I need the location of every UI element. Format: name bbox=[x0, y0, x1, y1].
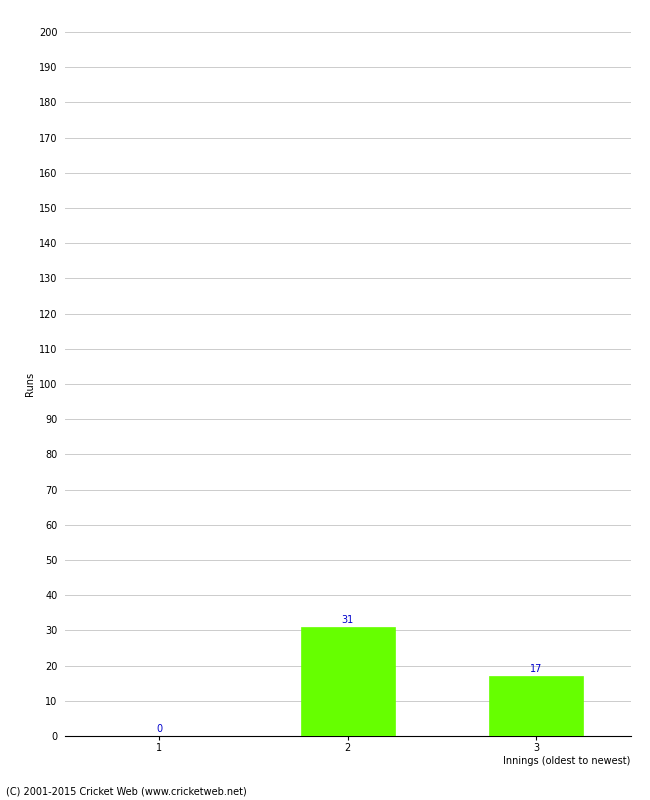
Text: Innings (oldest to newest): Innings (oldest to newest) bbox=[503, 756, 630, 766]
Text: 31: 31 bbox=[342, 615, 354, 625]
Text: (C) 2001-2015 Cricket Web (www.cricketweb.net): (C) 2001-2015 Cricket Web (www.cricketwe… bbox=[6, 786, 247, 796]
Bar bbox=[300, 627, 395, 736]
Bar bbox=[489, 676, 584, 736]
Y-axis label: Runs: Runs bbox=[25, 372, 34, 396]
Text: 17: 17 bbox=[530, 664, 543, 674]
Text: 0: 0 bbox=[156, 724, 162, 734]
